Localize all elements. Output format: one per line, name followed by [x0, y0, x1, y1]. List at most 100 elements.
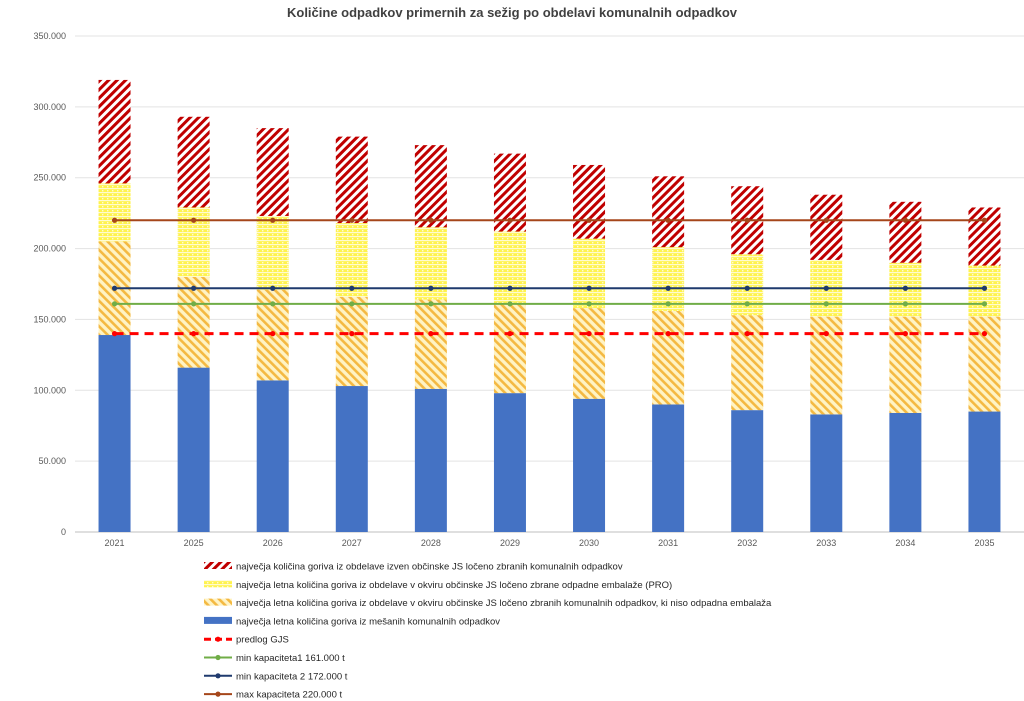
- bar-segment: [98, 335, 131, 532]
- legend-item: največja letna količina goriva iz obdela…: [204, 598, 772, 609]
- bar-segment: [414, 299, 447, 389]
- bar-segment: [177, 276, 210, 368]
- line-marker: [191, 285, 197, 291]
- legend-item: predlog GJS: [204, 635, 289, 646]
- line-marker: [586, 331, 592, 337]
- line-marker: [665, 217, 671, 223]
- legend: največja količina goriva iz obdelave izv…: [204, 562, 772, 701]
- line-marker: [270, 301, 276, 307]
- bar-segment: [335, 136, 368, 224]
- y-tick-label: 150.000: [33, 314, 66, 324]
- line-marker: [981, 285, 988, 291]
- x-tick-label: 2028: [421, 538, 441, 548]
- bar-segment: [177, 367, 210, 532]
- x-tick-label: 2029: [500, 538, 520, 548]
- chart-title: Količine odpadkov primernih za sežig po …: [287, 5, 738, 20]
- line-marker: [428, 285, 434, 291]
- legend-label: max kapaciteta 220.000 t: [236, 690, 343, 701]
- line-marker: [191, 301, 197, 307]
- bar-segment: [810, 414, 843, 532]
- bar-segment: [493, 231, 526, 304]
- bar-segment: [573, 308, 606, 399]
- line-marker: [823, 301, 829, 307]
- line-marker: [428, 217, 434, 223]
- line-marker: [270, 285, 276, 291]
- line-marker: [507, 285, 513, 291]
- bar-segment: [335, 296, 368, 387]
- bar-segment: [256, 128, 289, 216]
- reference-lines: [111, 217, 988, 337]
- x-tick-label: 2031: [658, 538, 678, 548]
- x-tick-label: 2030: [579, 538, 599, 548]
- line-marker: [349, 217, 355, 223]
- legend-label: največja količina goriva iz obdelave izv…: [236, 562, 623, 573]
- line-marker: [744, 217, 750, 223]
- line-marker: [111, 301, 118, 307]
- line-marker: [111, 331, 118, 337]
- line-marker: [586, 301, 592, 307]
- bar-segment: [652, 310, 685, 405]
- line-marker: [349, 331, 355, 337]
- line-marker: [744, 285, 750, 291]
- legend-swatch: [204, 562, 232, 569]
- y-tick-label: 0: [61, 527, 66, 537]
- bar-segment: [573, 238, 606, 309]
- x-tick-label: 2027: [342, 538, 362, 548]
- line-marker: [270, 331, 276, 337]
- bar-segment: [573, 398, 606, 532]
- legend-swatch: [204, 580, 232, 588]
- line-marker: [744, 331, 750, 337]
- x-tick-label: 2026: [263, 538, 283, 548]
- legend-marker: [215, 691, 221, 697]
- line-marker: [428, 301, 434, 307]
- legend-item: največja letna količina goriva iz mešani…: [204, 616, 500, 627]
- bar-segment: [652, 404, 685, 532]
- line-marker: [191, 331, 197, 337]
- bar-segment: [573, 164, 606, 239]
- line-marker: [665, 285, 671, 291]
- legend-swatch: [204, 598, 232, 606]
- line-marker: [902, 331, 908, 337]
- legend-item: min kapaciteta1 161.000 t: [204, 653, 345, 664]
- line-marker: [507, 301, 513, 307]
- line-marker: [823, 285, 829, 291]
- legend-label: min kapaciteta 2 172.000 t: [236, 671, 348, 682]
- line-marker: [349, 285, 355, 291]
- x-tick-label: 2033: [816, 538, 836, 548]
- bar-segment: [652, 247, 685, 311]
- y-axis: 0 50.000 100.000 150.000 200.000 250.000 300.0…: [33, 31, 66, 537]
- legend-label: predlog GJS: [236, 635, 289, 646]
- line-marker: [270, 217, 276, 223]
- line-marker: [111, 285, 118, 291]
- bar-segment: [493, 303, 526, 394]
- line-marker: [902, 285, 908, 291]
- x-tick-label: 2034: [895, 538, 915, 548]
- x-axis: 2021 2025 2026 2027 2028 2029 2030 2031 2032 2033…: [105, 538, 995, 548]
- bar-segment: [414, 145, 447, 228]
- line-marker: [507, 331, 513, 337]
- bar-segment: [414, 388, 447, 532]
- line-marker: [981, 301, 988, 307]
- line-marker: [191, 217, 197, 223]
- line-marker: [586, 217, 592, 223]
- bar-segment: [335, 223, 368, 297]
- line-marker: [744, 301, 750, 307]
- line-marker: [428, 331, 434, 337]
- y-tick-label: 250.000: [33, 173, 66, 183]
- line-marker: [111, 217, 118, 223]
- legend-item: največja količina goriva iz obdelave izv…: [204, 562, 623, 573]
- legend-label: največja letna količina goriva iz mešani…: [236, 616, 500, 627]
- bar-segment: [968, 265, 1001, 317]
- bar-segment: [731, 315, 764, 411]
- line-marker: [823, 331, 829, 337]
- gridlines: [75, 35, 1024, 533]
- line-marker: [349, 301, 355, 307]
- bar-segment: [889, 201, 922, 263]
- line-marker: [586, 285, 592, 291]
- line-marker: [823, 217, 829, 223]
- x-tick-label: 2025: [184, 538, 204, 548]
- legend-label: največja letna količina goriva iz obdela…: [236, 598, 772, 609]
- bar-segment: [256, 380, 289, 532]
- line-marker: [981, 331, 988, 337]
